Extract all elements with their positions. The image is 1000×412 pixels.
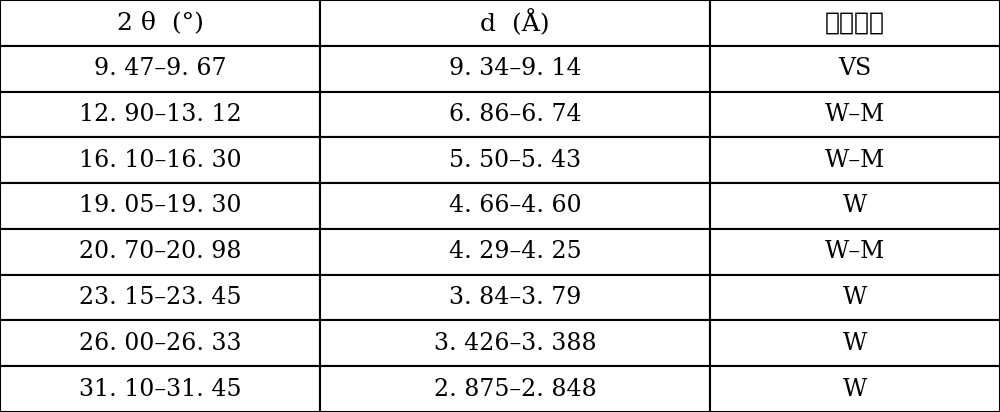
Text: 16. 10–16. 30: 16. 10–16. 30 xyxy=(79,149,241,172)
Bar xyxy=(320,137,710,183)
Bar xyxy=(710,137,1000,183)
Bar xyxy=(710,229,1000,275)
Bar xyxy=(0,275,320,321)
Text: 9. 47–9. 67: 9. 47–9. 67 xyxy=(94,57,226,80)
Bar xyxy=(0,321,320,366)
Bar xyxy=(0,229,320,275)
Text: W–M: W–M xyxy=(825,103,885,126)
Text: 26. 00–26. 33: 26. 00–26. 33 xyxy=(79,332,241,355)
Bar xyxy=(320,91,710,137)
Text: W–M: W–M xyxy=(825,149,885,172)
Text: 23. 15–23. 45: 23. 15–23. 45 xyxy=(79,286,241,309)
Text: W: W xyxy=(843,286,867,309)
Bar xyxy=(0,183,320,229)
Bar xyxy=(710,183,1000,229)
Text: 6. 86–6. 74: 6. 86–6. 74 xyxy=(449,103,581,126)
Text: 3. 426–3. 388: 3. 426–3. 388 xyxy=(434,332,596,355)
Bar xyxy=(0,366,320,412)
Bar xyxy=(320,275,710,321)
Bar xyxy=(320,229,710,275)
Bar xyxy=(0,137,320,183)
Bar xyxy=(0,46,320,91)
Bar xyxy=(320,0,710,46)
Bar xyxy=(320,321,710,366)
Bar xyxy=(710,46,1000,91)
Bar xyxy=(710,91,1000,137)
Text: W: W xyxy=(843,378,867,400)
Text: d  (Å): d (Å) xyxy=(480,9,550,36)
Text: 12. 90–13. 12: 12. 90–13. 12 xyxy=(79,103,241,126)
Bar xyxy=(0,0,320,46)
Text: 3. 84–3. 79: 3. 84–3. 79 xyxy=(449,286,581,309)
Text: 4. 66–4. 60: 4. 66–4. 60 xyxy=(449,194,581,218)
Bar xyxy=(0,91,320,137)
Text: 5. 50–5. 43: 5. 50–5. 43 xyxy=(449,149,581,172)
Text: VS: VS xyxy=(838,57,872,80)
Text: 19. 05–19. 30: 19. 05–19. 30 xyxy=(79,194,241,218)
Bar xyxy=(710,321,1000,366)
Text: W–M: W–M xyxy=(825,240,885,263)
Text: 20. 70–20. 98: 20. 70–20. 98 xyxy=(79,240,241,263)
Bar xyxy=(320,46,710,91)
Text: 相对强度: 相对强度 xyxy=(825,12,885,34)
Bar xyxy=(320,366,710,412)
Text: 2. 875–2. 848: 2. 875–2. 848 xyxy=(434,378,596,400)
Text: 31. 10–31. 45: 31. 10–31. 45 xyxy=(79,378,241,400)
Text: 2 θ  (°): 2 θ (°) xyxy=(117,12,203,34)
Bar xyxy=(320,183,710,229)
Text: W: W xyxy=(843,194,867,218)
Text: W: W xyxy=(843,332,867,355)
Text: 4. 29–4. 25: 4. 29–4. 25 xyxy=(449,240,581,263)
Bar xyxy=(710,366,1000,412)
Bar xyxy=(710,0,1000,46)
Text: 9. 34–9. 14: 9. 34–9. 14 xyxy=(449,57,581,80)
Bar xyxy=(710,275,1000,321)
